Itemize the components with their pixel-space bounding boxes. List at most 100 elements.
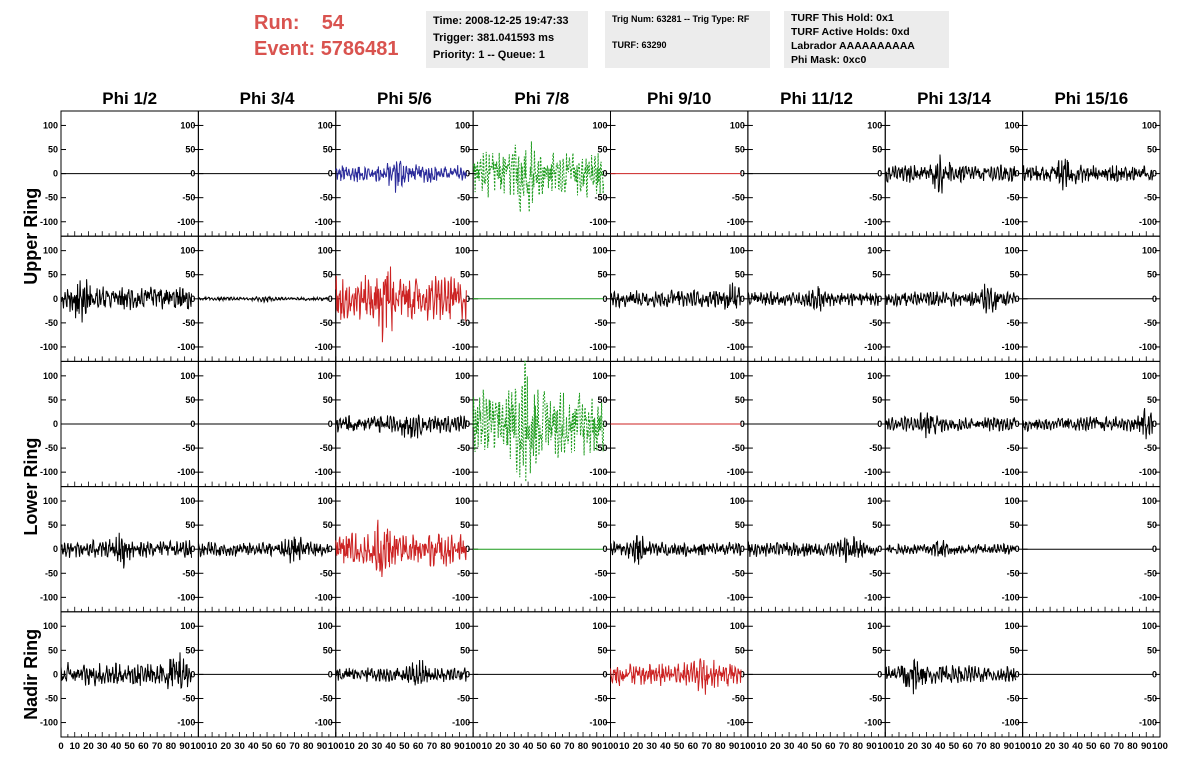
- x-tick-label: 70: [1113, 741, 1124, 752]
- x-tick-label: 90: [866, 741, 877, 752]
- y-tick-label: 100: [1142, 120, 1157, 130]
- y-tick-label: -100: [315, 718, 333, 728]
- y-tick-label: -100: [589, 342, 607, 352]
- y-tick-label: -100: [40, 467, 58, 477]
- y-tick-label: -50: [457, 193, 470, 203]
- x-tick-label: 20: [358, 741, 369, 752]
- y-tick-label: 100: [1142, 371, 1157, 381]
- x-tick-label: 60: [688, 741, 699, 752]
- y-tick-label: 50: [460, 520, 470, 530]
- y-tick-label: 50: [323, 270, 333, 280]
- x-tick-label: 40: [660, 741, 671, 752]
- y-tick-label: -100: [727, 718, 745, 728]
- y-tick-label: -50: [320, 193, 333, 203]
- y-tick-label: 100: [1142, 621, 1157, 631]
- x-tick-label: 50: [399, 741, 410, 752]
- y-tick-label: 50: [1010, 145, 1020, 155]
- y-tick-label: 0: [465, 419, 470, 429]
- waveform-series: [60, 532, 192, 569]
- x-tick-label: 80: [440, 741, 451, 752]
- x-tick-label: 10: [344, 741, 355, 752]
- x-tick-label: 50: [811, 741, 822, 752]
- y-tick-label: 100: [180, 246, 195, 256]
- y-tick-label: 100: [1142, 496, 1157, 506]
- y-tick-label: 50: [872, 520, 882, 530]
- y-tick-label: -100: [864, 592, 882, 602]
- y-tick-label: -50: [45, 693, 58, 703]
- x-tick-label: 50: [262, 741, 273, 752]
- y-tick-label: 0: [877, 669, 882, 679]
- y-tick-label: 100: [455, 371, 470, 381]
- waveform-series: [884, 412, 1017, 439]
- y-tick-label: 0: [877, 544, 882, 554]
- column-header: Phi 13/14: [917, 89, 991, 108]
- y-tick-label: 100: [592, 371, 607, 381]
- y-tick-label: -50: [869, 193, 882, 203]
- y-tick-label: 0: [1152, 294, 1157, 304]
- x-tick-label: 80: [166, 741, 177, 752]
- y-tick-label: 50: [48, 145, 58, 155]
- y-tick-label: 50: [323, 145, 333, 155]
- y-tick-label: 100: [730, 120, 745, 130]
- y-tick-label: 0: [740, 169, 745, 179]
- y-tick-label: -100: [1139, 467, 1157, 477]
- waveform-series: [884, 154, 1017, 194]
- y-tick-label: 50: [48, 270, 58, 280]
- labrador-text: Labrador AAAAAAAAAA: [791, 40, 915, 52]
- y-tick-label: 100: [318, 621, 333, 631]
- y-tick-label: -100: [864, 217, 882, 227]
- y-tick-label: 100: [1005, 246, 1020, 256]
- y-tick-label: -100: [727, 592, 745, 602]
- x-tick-label: 50: [1086, 741, 1097, 752]
- y-tick-label: -50: [457, 693, 470, 703]
- x-tick-label: 10: [482, 741, 493, 752]
- y-tick-label: -50: [1007, 318, 1020, 328]
- y-tick-label: 0: [602, 419, 607, 429]
- y-tick-label: 50: [185, 145, 195, 155]
- y-tick-label: 100: [455, 120, 470, 130]
- x-tick-label: 90: [454, 741, 465, 752]
- x-tick-label: 20: [495, 741, 506, 752]
- y-tick-label: 50: [1147, 520, 1157, 530]
- y-tick-label: 100: [318, 120, 333, 130]
- y-tick-label: 0: [602, 294, 607, 304]
- y-tick-label: -50: [1144, 193, 1157, 203]
- y-tick-label: 0: [1152, 419, 1157, 429]
- y-tick-label: 0: [1015, 294, 1020, 304]
- x-tick-label: 90: [729, 741, 740, 752]
- y-tick-label: 100: [180, 496, 195, 506]
- x-tick-label: 70: [289, 741, 300, 752]
- x-tick-label: 100: [603, 741, 619, 752]
- y-tick-label: 100: [43, 120, 58, 130]
- y-tick-label: 50: [323, 645, 333, 655]
- run-event-info: Run: 54 Event: 5786481: [254, 10, 399, 62]
- y-tick-label: 50: [185, 520, 195, 530]
- y-tick-label: -50: [320, 693, 333, 703]
- y-tick-label: -50: [732, 568, 745, 578]
- y-tick-label: 100: [592, 621, 607, 631]
- y-tick-label: -100: [452, 718, 470, 728]
- y-tick-label: -50: [869, 693, 882, 703]
- waveform-series: [610, 658, 742, 695]
- y-tick-label: 100: [730, 496, 745, 506]
- y-tick-label: 0: [190, 294, 195, 304]
- y-tick-label: -100: [1139, 718, 1157, 728]
- y-tick-label: -100: [1139, 592, 1157, 602]
- y-tick-label: 100: [318, 496, 333, 506]
- y-tick-label: 100: [867, 246, 882, 256]
- y-tick-label: -50: [182, 193, 195, 203]
- x-tick-label: 100: [740, 741, 756, 752]
- y-tick-label: 50: [1147, 395, 1157, 405]
- y-tick-label: -100: [589, 217, 607, 227]
- y-tick-label: -100: [1002, 342, 1020, 352]
- y-tick-label: 100: [455, 496, 470, 506]
- y-tick-label: -50: [732, 318, 745, 328]
- x-tick-label: 10: [619, 741, 630, 752]
- y-tick-label: 100: [592, 246, 607, 256]
- column-header: Phi 1/2: [102, 89, 157, 108]
- y-tick-label: -100: [40, 217, 58, 227]
- y-tick-label: -100: [40, 342, 58, 352]
- x-tick-label: 80: [990, 741, 1001, 752]
- y-tick-label: 50: [460, 270, 470, 280]
- y-tick-label: 100: [455, 621, 470, 631]
